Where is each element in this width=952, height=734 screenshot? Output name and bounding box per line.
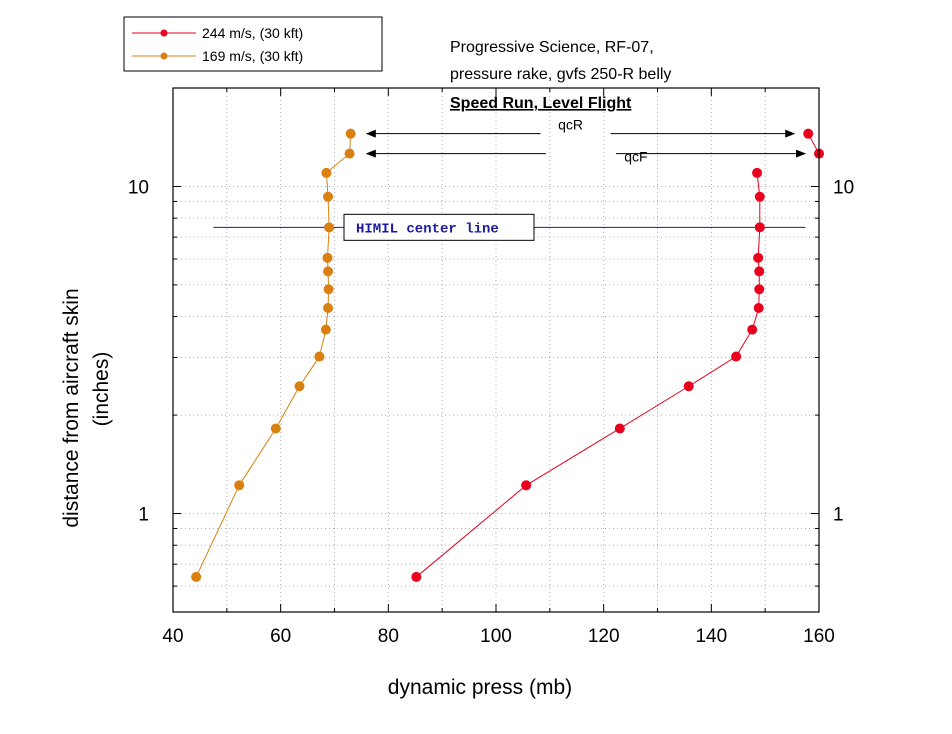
x-tick-label: 60	[270, 626, 291, 647]
data-point	[754, 266, 765, 277]
data-point	[323, 191, 334, 202]
x-tick-label: 100	[480, 626, 512, 647]
data-point	[323, 303, 334, 314]
data-point	[803, 128, 814, 139]
chart-subtitle: pressure rake, gvfs 250-R belly	[450, 66, 671, 83]
center-line-label-box	[343, 213, 535, 241]
data-point	[747, 324, 758, 335]
data-point	[411, 571, 422, 582]
data-point	[314, 351, 325, 362]
data-point	[321, 167, 332, 178]
legend-marker-169	[160, 52, 168, 60]
legend-label-169: 169 m/s, (30 kft)	[202, 48, 303, 64]
center-line-label: HIMIL center line	[356, 221, 499, 237]
x-tick-label: 120	[588, 626, 620, 647]
data-point	[754, 191, 765, 202]
data-point	[324, 222, 335, 233]
data-point	[345, 128, 356, 139]
y-tick-label-right: 10	[833, 177, 854, 198]
grid	[173, 88, 819, 612]
x-tick-label: 160	[803, 626, 835, 647]
data-point	[753, 252, 764, 263]
data-point	[344, 148, 355, 159]
x-tick-label: 140	[695, 626, 727, 647]
data-point	[294, 381, 305, 392]
legend-label-244: 244 m/s, (30 kft)	[202, 25, 303, 41]
data-point	[234, 480, 245, 491]
x-tick-label: 80	[378, 626, 399, 647]
chart-heading: Speed Run, Level Flight	[450, 95, 632, 112]
data-point	[752, 167, 763, 178]
legend-marker-244	[160, 29, 168, 37]
y-axis-label-line1: distance from aircraft skin	[60, 288, 83, 527]
data-point	[614, 423, 625, 434]
data-point	[521, 480, 532, 491]
annotation-qcF: qcF	[624, 149, 647, 165]
y-tick-label: 10	[128, 177, 149, 198]
data-point	[754, 222, 765, 233]
chart-title: Progressive Science, RF-07,	[450, 39, 654, 56]
data-point	[320, 324, 331, 335]
data-point	[322, 252, 333, 263]
data-point	[270, 423, 281, 434]
x-tick-label: 40	[162, 626, 183, 647]
data-point	[753, 303, 764, 314]
y-tick-label-right: 1	[833, 505, 844, 526]
data-point	[323, 266, 334, 277]
y-tick-label: 1	[138, 505, 149, 526]
annotation-qcR: qcR	[558, 117, 583, 133]
legend: 244 m/s, (30 kft) 169 m/s, (30 kft)	[123, 16, 383, 72]
x-axis-label: dynamic press (mb)	[388, 676, 572, 699]
annotations	[365, 129, 806, 158]
plot-frame	[172, 87, 820, 613]
center-line-callout: HIMIL center line	[343, 213, 535, 241]
data-point	[731, 351, 742, 362]
data-point	[323, 284, 334, 295]
y-axis-label-line2: (inches)	[90, 352, 113, 427]
data-point	[683, 381, 694, 392]
data-point	[754, 284, 765, 295]
axis-ticks: 40 60 80 100 120 140 160 1 1 10 10	[128, 87, 854, 647]
series-layer	[191, 128, 824, 582]
data-point	[191, 571, 202, 582]
legend-box	[123, 16, 383, 72]
